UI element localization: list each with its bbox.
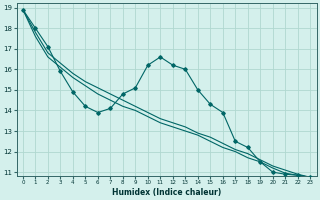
X-axis label: Humidex (Indice chaleur): Humidex (Indice chaleur) [112, 188, 221, 197]
